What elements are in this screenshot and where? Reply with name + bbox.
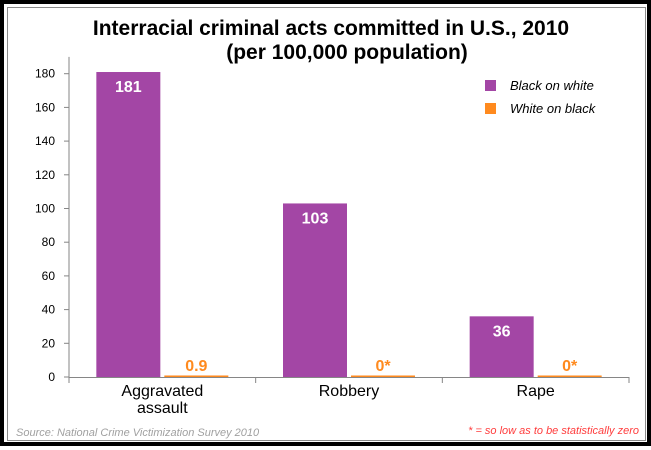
y-tick-label: 60 bbox=[42, 269, 56, 283]
bar-black-on-white-1 bbox=[283, 203, 347, 377]
bar-chart: Interracial criminal acts committed in U… bbox=[16, 17, 639, 439]
bar-white-on-black-1 bbox=[351, 375, 415, 377]
y-tick-label: 100 bbox=[35, 202, 55, 216]
chart-title-line-2: (per 100,000 population) bbox=[226, 41, 468, 64]
axes: 0 20 40 60 80 100 120 140 160 180 Aggravatedassaul… bbox=[35, 56, 630, 417]
legend-swatch-white-on-black bbox=[485, 103, 496, 114]
bars: 181 0.9 103 0* 36 0* bbox=[96, 72, 602, 377]
data-label: 0* bbox=[375, 358, 391, 375]
legend-label-black-on-white: Black on white bbox=[510, 78, 594, 93]
y-tick-label: 120 bbox=[35, 168, 55, 182]
chart-area-border bbox=[7, 7, 646, 441]
data-label: 103 bbox=[302, 210, 329, 227]
legend-swatch-black-on-white bbox=[485, 80, 496, 91]
x-tick-label: assault bbox=[137, 400, 188, 417]
y-tick-label: 40 bbox=[42, 303, 56, 317]
y-tick-label: 180 bbox=[35, 67, 55, 81]
chart-title-line-1: Interracial criminal acts committed in U… bbox=[93, 17, 569, 40]
y-tick-label: 20 bbox=[42, 336, 56, 350]
bar-white-on-black-2 bbox=[537, 375, 602, 377]
x-tick-label: Aggravated bbox=[121, 383, 203, 400]
legend-label-white-on-black: White on black bbox=[510, 101, 597, 116]
bar-black-on-white-0 bbox=[96, 72, 161, 377]
data-label: 181 bbox=[115, 79, 142, 96]
y-tick-label: 160 bbox=[35, 100, 55, 114]
data-label: 0* bbox=[562, 358, 578, 375]
x-tick-label: Rape bbox=[517, 383, 555, 400]
footnote: * = so low as to be statistically zero bbox=[468, 425, 639, 437]
bar-white-on-black-0 bbox=[164, 375, 229, 377]
data-label: 36 bbox=[493, 323, 511, 340]
x-tick-label: Robbery bbox=[319, 383, 379, 400]
y-tick-label: 140 bbox=[35, 134, 55, 148]
source-note: Source: National Crime Victimization Sur… bbox=[16, 427, 260, 439]
bar-black-on-white-2 bbox=[469, 316, 534, 377]
legend: Black on white White on black bbox=[485, 78, 597, 116]
y-tick-label: 0 bbox=[48, 370, 55, 384]
data-label: 0.9 bbox=[185, 358, 207, 375]
y-tick-label: 80 bbox=[42, 235, 56, 249]
